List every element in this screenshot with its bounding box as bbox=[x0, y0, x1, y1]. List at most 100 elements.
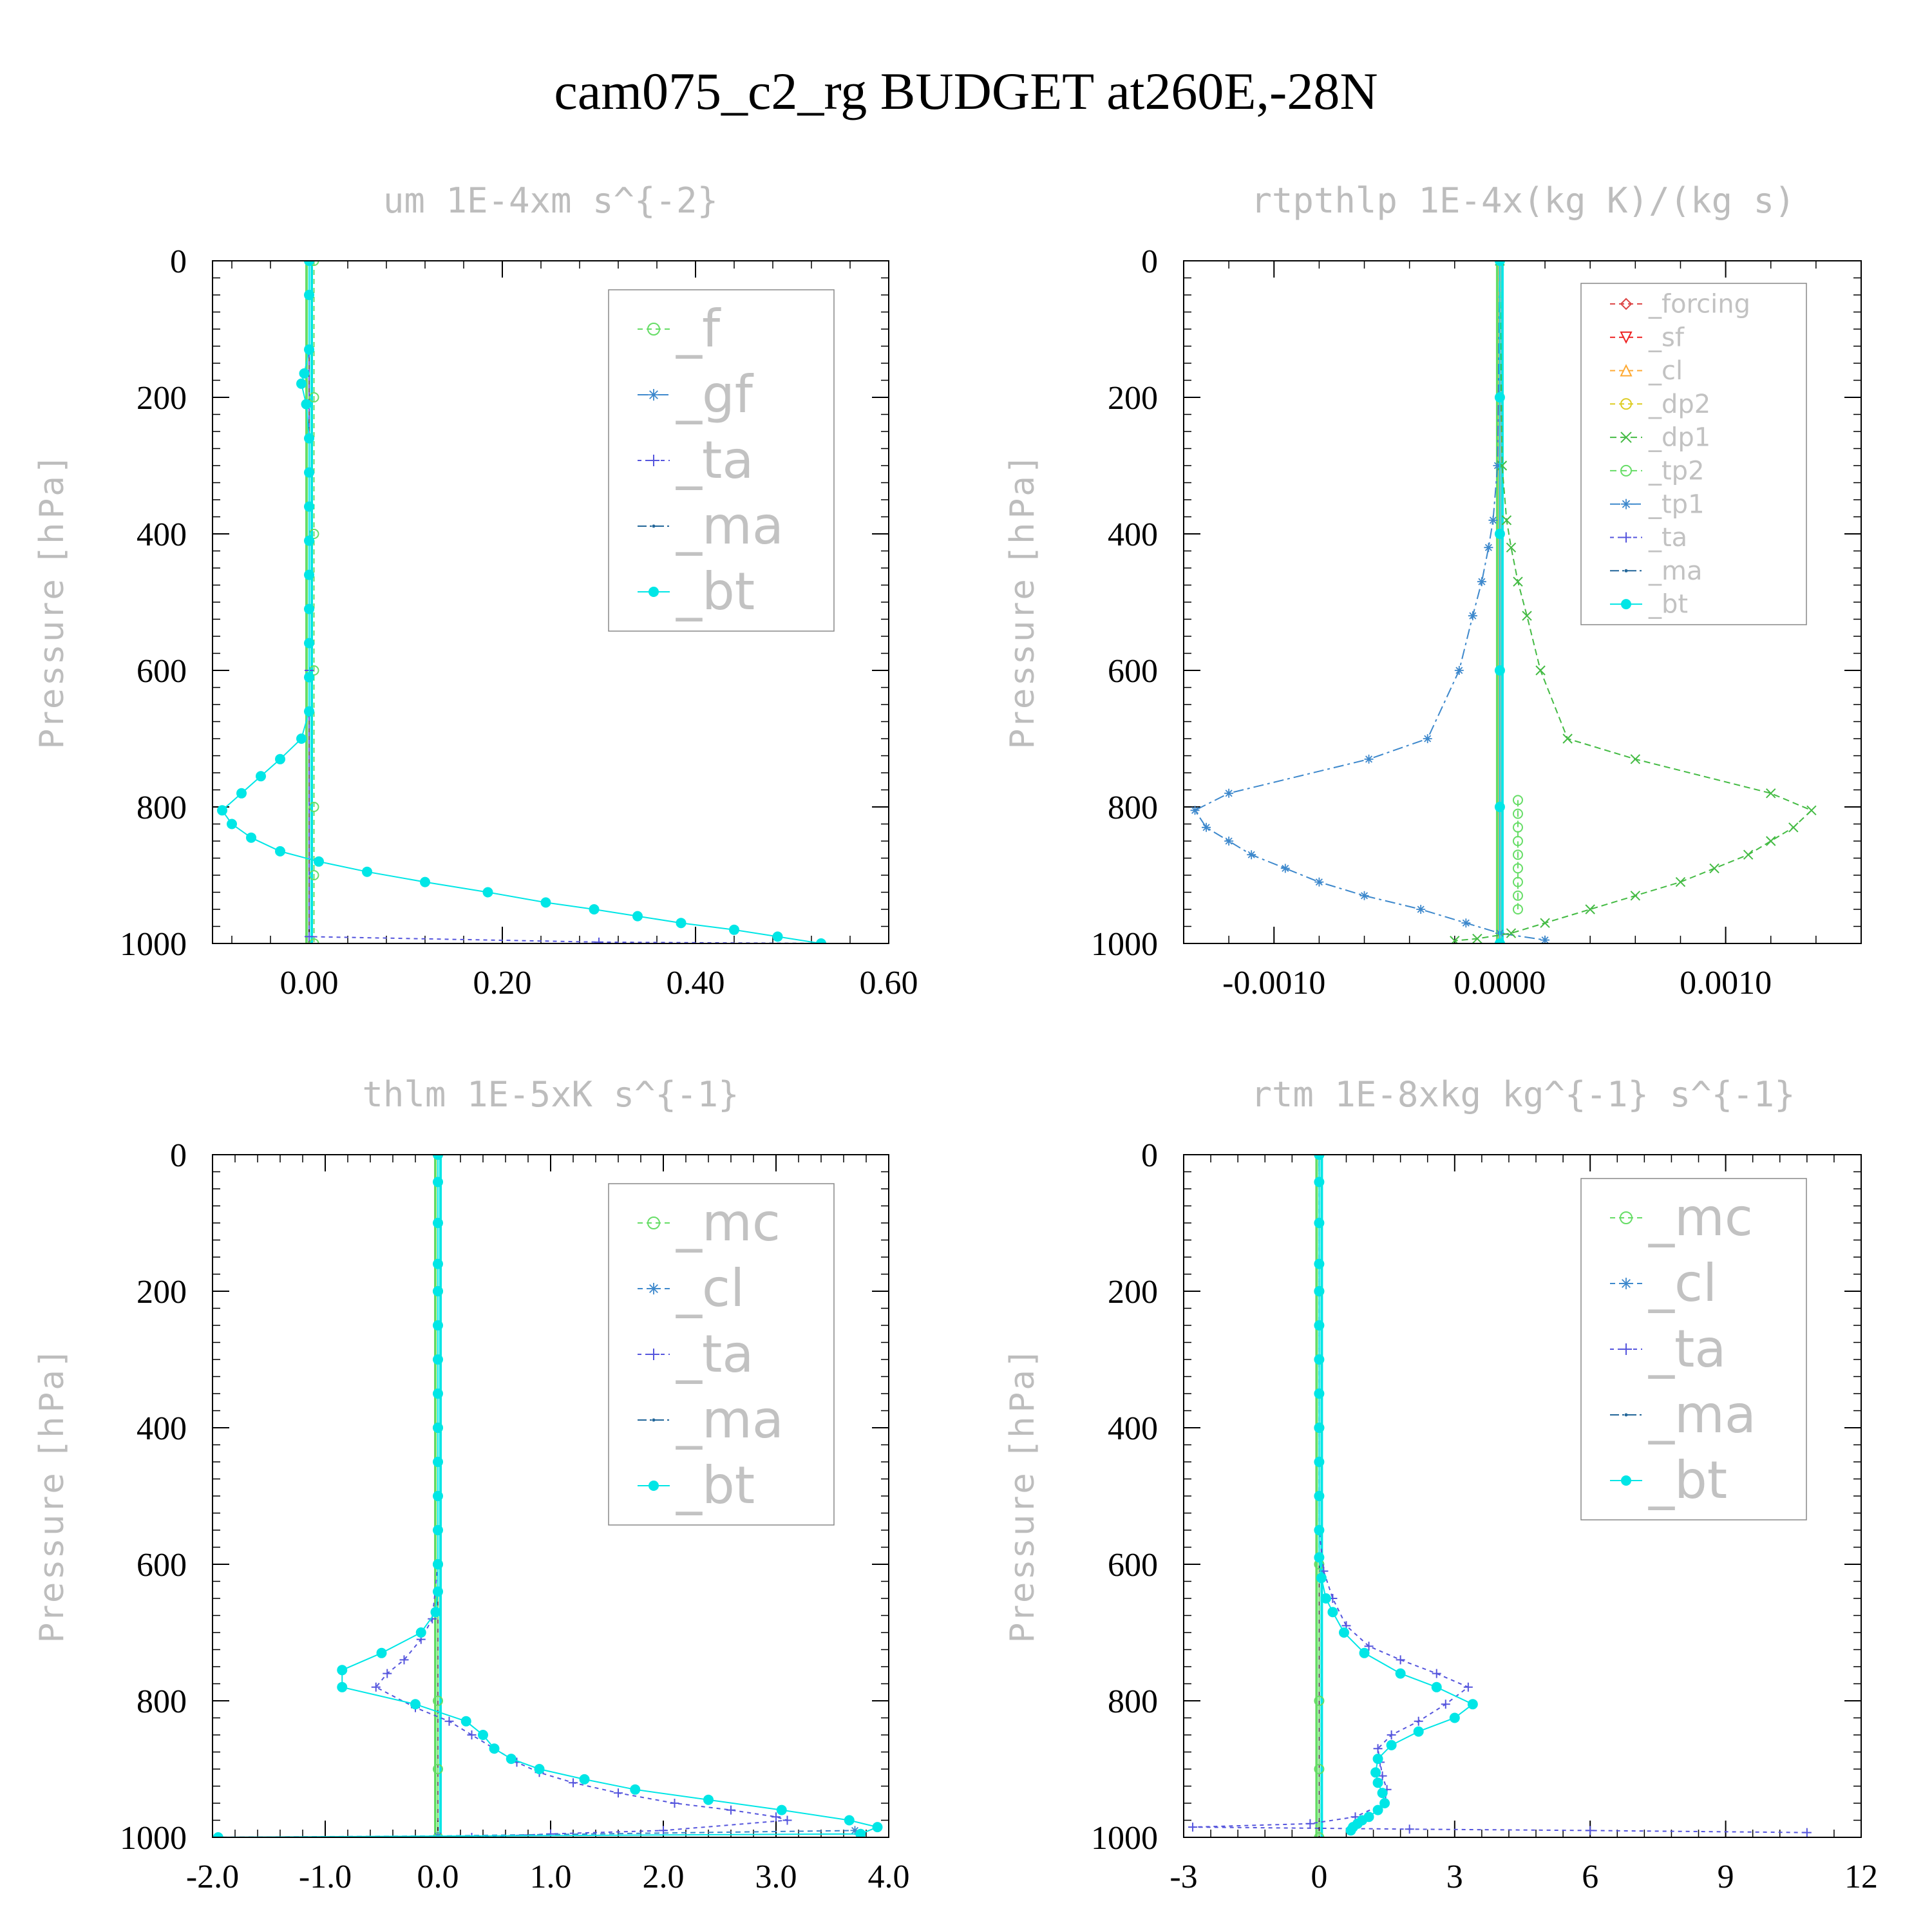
data-point bbox=[1190, 806, 1200, 815]
data-point bbox=[703, 1794, 714, 1805]
data-point bbox=[433, 1586, 443, 1597]
x-tick-label: -1.0 bbox=[299, 1859, 352, 1895]
legend-label: _gf bbox=[676, 365, 754, 424]
data-point bbox=[304, 501, 314, 512]
data-point bbox=[1522, 611, 1532, 621]
x-tick-label: 2.0 bbox=[643, 1859, 685, 1895]
data-point bbox=[1431, 1681, 1442, 1692]
data-point bbox=[1359, 1647, 1370, 1658]
legend-label: _tp1 bbox=[1648, 489, 1705, 519]
data-point bbox=[1497, 460, 1508, 471]
data-point bbox=[489, 1743, 500, 1754]
legend-label: _mc bbox=[1648, 1188, 1753, 1247]
data-point bbox=[299, 368, 310, 379]
data-point bbox=[647, 1217, 660, 1229]
y-axis-label: Pressure [hPa] bbox=[1003, 455, 1042, 750]
y-tick-label: 400 bbox=[137, 1410, 187, 1447]
legend-label: _bt bbox=[676, 562, 755, 621]
data-point bbox=[1370, 1767, 1381, 1778]
data-point bbox=[1620, 331, 1633, 344]
data-point bbox=[1314, 877, 1324, 887]
data-point bbox=[1585, 904, 1595, 914]
y-tick-label: 0 bbox=[1141, 1137, 1158, 1174]
data-point bbox=[1512, 808, 1523, 819]
legend-label: _ma bbox=[676, 496, 784, 556]
data-point bbox=[1314, 1354, 1325, 1365]
y-tick-label: 1000 bbox=[120, 1820, 187, 1857]
y-tick-label: 600 bbox=[1108, 653, 1158, 690]
data-point bbox=[676, 918, 687, 929]
data-point bbox=[1441, 1700, 1450, 1709]
data-point bbox=[478, 1730, 488, 1740]
legend-label: _sf bbox=[1648, 323, 1685, 352]
data-point bbox=[1314, 1832, 1325, 1837]
data-point bbox=[1314, 1696, 1325, 1706]
data-point bbox=[726, 1805, 735, 1815]
y-tick-label: 0 bbox=[170, 243, 187, 280]
data-point bbox=[433, 1423, 443, 1433]
x-tick-label: 1.0 bbox=[530, 1859, 572, 1895]
data-point bbox=[1806, 805, 1817, 816]
data-point bbox=[308, 802, 319, 812]
data-point bbox=[1314, 1525, 1325, 1535]
data-point bbox=[1512, 822, 1523, 833]
data-point bbox=[1512, 890, 1523, 901]
legend-label: _f bbox=[676, 299, 721, 359]
panel-title: thlm 1E-5xK s^{-1} bbox=[362, 1074, 739, 1115]
data-point bbox=[433, 1354, 443, 1365]
series-bt bbox=[213, 1155, 883, 1837]
data-point bbox=[1562, 734, 1573, 744]
data-point bbox=[1620, 1343, 1632, 1355]
legend-label: _cl bbox=[676, 1258, 744, 1318]
data-point bbox=[1540, 935, 1550, 943]
data-point bbox=[1630, 754, 1641, 764]
data-point bbox=[304, 638, 314, 649]
legend-label: _ta bbox=[1648, 523, 1687, 553]
data-point bbox=[308, 392, 319, 402]
data-point bbox=[659, 1826, 668, 1835]
data-point bbox=[275, 846, 285, 857]
legend-label: _ta bbox=[1648, 1319, 1726, 1379]
plot-area bbox=[1190, 261, 1817, 943]
data-point bbox=[1327, 1607, 1338, 1618]
data-point bbox=[1494, 802, 1505, 812]
data-point bbox=[1675, 876, 1686, 887]
data-point bbox=[1620, 464, 1632, 477]
x-tick-label: 9 bbox=[1718, 1859, 1734, 1895]
data-point bbox=[213, 1832, 223, 1837]
data-point bbox=[1345, 1825, 1356, 1836]
data-point bbox=[308, 938, 319, 943]
legend-label: _ma bbox=[1648, 1385, 1756, 1444]
data-point bbox=[1802, 1828, 1812, 1837]
series-line bbox=[221, 261, 822, 943]
chart-panel-1: um 1E-4xm s^{-2} 0.00 0.20 0.40 0.60 0 200 400 6… bbox=[33, 180, 918, 1001]
data-point bbox=[776, 1804, 787, 1815]
data-point bbox=[1314, 1764, 1325, 1774]
data-point bbox=[1620, 364, 1633, 377]
data-point bbox=[1512, 849, 1523, 860]
data-point bbox=[1450, 936, 1460, 943]
data-point bbox=[1372, 1754, 1383, 1765]
data-point bbox=[304, 672, 314, 683]
data-point bbox=[1314, 1320, 1325, 1331]
y-tick-label: 800 bbox=[137, 1683, 187, 1720]
series-line bbox=[1318, 1155, 1474, 1831]
data-point bbox=[433, 1155, 443, 1160]
data-point bbox=[301, 399, 312, 410]
y-axis-label: Pressure [hPa] bbox=[33, 455, 71, 750]
data-point bbox=[1364, 1642, 1374, 1651]
data-point bbox=[337, 1681, 348, 1692]
data-point bbox=[649, 587, 659, 597]
x-tick-label: 6 bbox=[1582, 1859, 1598, 1895]
data-point bbox=[1468, 611, 1477, 621]
data-point bbox=[1314, 1286, 1325, 1296]
x-tick-label: 0 bbox=[1311, 1859, 1327, 1895]
data-point bbox=[433, 1457, 443, 1467]
data-point bbox=[569, 1778, 578, 1788]
series-ta bbox=[1188, 1155, 1812, 1837]
data-point bbox=[296, 378, 307, 389]
data-point bbox=[1379, 1798, 1390, 1808]
data-point bbox=[1494, 261, 1505, 266]
data-point bbox=[1377, 1788, 1388, 1799]
data-point bbox=[1586, 1826, 1595, 1835]
